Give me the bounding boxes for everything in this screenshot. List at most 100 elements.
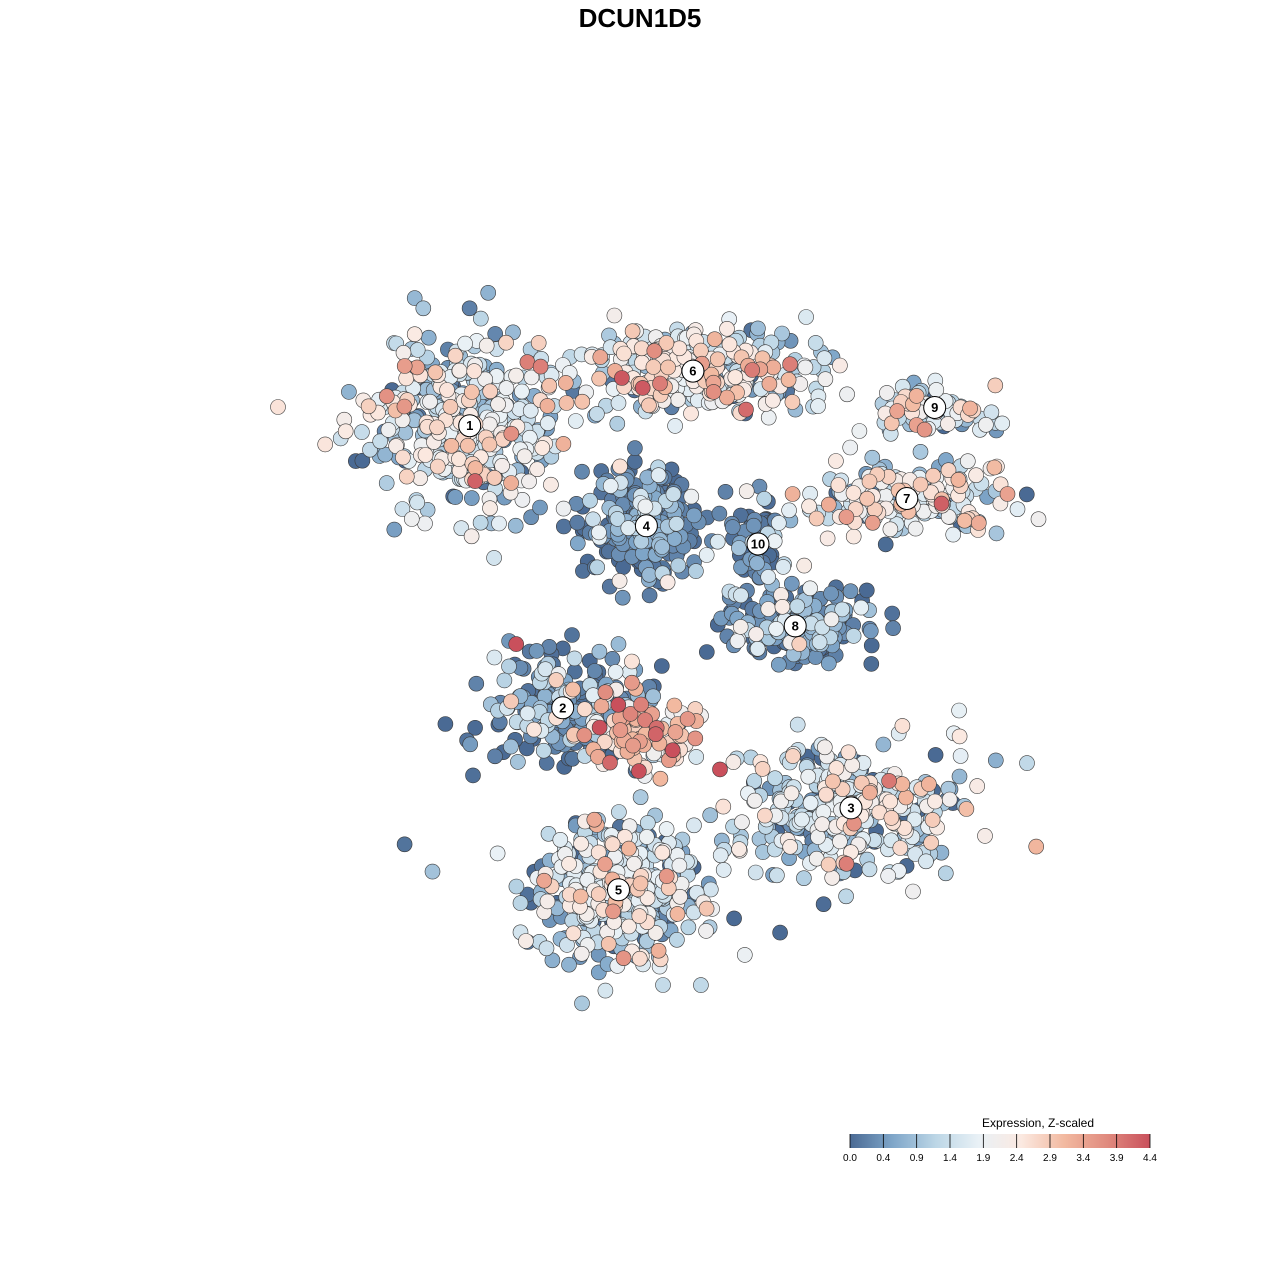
cell-point: [683, 405, 699, 422]
cell-point: [894, 776, 911, 792]
cell-point: [864, 449, 881, 466]
cluster-label-text: 6: [689, 364, 696, 379]
legend-tick-label: 3.4: [1076, 1153, 1090, 1164]
chart-title: DCUN1D5: [579, 3, 702, 33]
legend-tick-label: 2.4: [1010, 1153, 1024, 1164]
cell-point: [565, 925, 582, 942]
cell-point: [519, 705, 536, 722]
cell-point: [665, 486, 682, 503]
cell-point: [796, 870, 812, 887]
cell-point: [760, 409, 777, 426]
cell-point: [791, 636, 808, 652]
legend-colorbar: [850, 1134, 1150, 1148]
cell-point: [824, 869, 841, 886]
cell-point: [451, 451, 467, 467]
cell-point: [760, 601, 777, 617]
cell-point: [447, 489, 464, 505]
cell-point: [592, 349, 609, 365]
cell-point: [593, 698, 610, 714]
cell-point: [669, 906, 686, 922]
cell-point: [655, 977, 671, 993]
cell-point: [959, 453, 976, 470]
cluster-label-badge: [895, 487, 919, 510]
cell-point: [951, 728, 968, 745]
cell-point: [789, 598, 806, 615]
cell-point: [712, 761, 728, 778]
cell-point: [768, 621, 785, 637]
cell-point: [748, 626, 765, 643]
cell-point: [645, 688, 662, 705]
cell-point: [600, 936, 617, 952]
cell-point: [487, 326, 504, 342]
cell-point: [487, 748, 503, 765]
cell-point: [498, 334, 514, 351]
cell-point: [653, 658, 670, 674]
cell-point: [522, 402, 539, 419]
cell-point: [569, 535, 586, 552]
cluster-label-text: 8: [792, 618, 799, 633]
cell-point: [1019, 486, 1035, 503]
cell-point: [830, 477, 847, 493]
cell-point: [624, 323, 641, 340]
cell-point: [687, 730, 704, 747]
cell-point: [396, 398, 413, 415]
cell-point: [632, 875, 649, 892]
cell-point: [780, 371, 797, 388]
cell-point: [372, 433, 389, 450]
cell-point: [754, 761, 771, 777]
cell-point: [698, 900, 715, 917]
cell-point: [824, 773, 841, 790]
cell-point: [597, 856, 613, 872]
cell-point: [388, 438, 404, 454]
legend-tick-label: 3.9: [1110, 1153, 1124, 1164]
cell-point: [417, 447, 434, 463]
cell-point: [667, 724, 684, 740]
cell-point: [820, 856, 837, 873]
cell-point: [951, 702, 967, 719]
cell-point: [882, 793, 899, 810]
cell-point: [652, 375, 668, 392]
cell-point: [823, 585, 839, 602]
cell-point: [638, 829, 655, 845]
cell-point: [719, 320, 735, 337]
cell-point: [978, 416, 994, 433]
cell-point: [734, 814, 750, 831]
cell-point: [912, 443, 929, 460]
cell-point: [378, 388, 395, 405]
cell-point: [820, 496, 837, 513]
cell-point: [862, 623, 879, 639]
cell-point: [555, 436, 572, 452]
cluster-label-9: 9: [923, 396, 947, 419]
cell-point: [529, 461, 546, 478]
cell-point: [486, 550, 502, 566]
cell-point: [453, 520, 470, 537]
cell-point: [462, 736, 479, 753]
cluster-label-4: 4: [634, 514, 658, 538]
cell-point: [736, 947, 753, 963]
cluster-label-text: 4: [643, 518, 651, 533]
cell-point: [863, 656, 880, 672]
cell-point: [937, 865, 954, 882]
cell-point: [380, 422, 397, 438]
cell-point: [406, 326, 423, 343]
cell-point: [761, 376, 778, 392]
cell-point: [952, 748, 969, 764]
cell-point: [530, 335, 547, 351]
cell-point: [429, 458, 446, 475]
cell-point: [463, 490, 480, 506]
cell-point: [933, 495, 950, 512]
cell-point: [652, 770, 669, 787]
cell-point: [698, 547, 715, 563]
cell-point: [747, 864, 764, 881]
cell-point: [354, 452, 371, 469]
cell-point: [789, 716, 806, 733]
cell-point: [622, 706, 639, 722]
cell-point: [883, 810, 900, 826]
cell-point: [591, 719, 608, 736]
cell-point: [706, 331, 723, 348]
cell-point: [693, 977, 709, 993]
cell-point: [472, 514, 489, 531]
cell-point: [819, 530, 836, 547]
cell-point: [341, 384, 357, 400]
cell-point: [398, 468, 415, 485]
